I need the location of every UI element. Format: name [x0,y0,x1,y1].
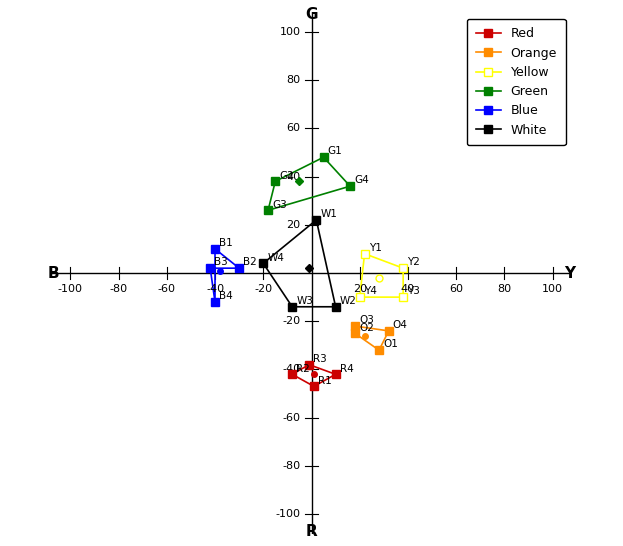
Text: B4: B4 [219,291,233,301]
Text: G: G [305,8,318,22]
Text: R3: R3 [313,354,327,364]
Text: W1: W1 [320,209,338,219]
Text: -40: -40 [282,365,301,375]
Text: -80: -80 [110,284,128,294]
Text: W2: W2 [340,296,356,306]
Text: 100: 100 [280,27,301,37]
Text: B1: B1 [219,238,233,248]
Text: -100: -100 [275,509,301,519]
Text: O4: O4 [393,320,407,330]
Text: Y3: Y3 [407,286,420,296]
Text: W3: W3 [297,296,313,306]
Text: -60: -60 [158,284,176,294]
Text: 40: 40 [287,171,301,181]
Text: 40: 40 [401,284,415,294]
Legend: Red, Orange, Yellow, Green, Blue, White: Red, Orange, Yellow, Green, Blue, White [467,19,566,145]
Text: Y1: Y1 [369,243,382,253]
Text: W4: W4 [267,253,284,263]
Text: Y2: Y2 [407,257,420,268]
Text: O3: O3 [359,315,374,325]
Text: R: R [306,524,317,538]
Text: B: B [47,265,59,281]
Text: -60: -60 [283,413,301,423]
Text: 20: 20 [353,284,367,294]
Text: G1: G1 [328,146,343,157]
Text: G2: G2 [280,170,294,181]
Text: R2: R2 [297,364,310,373]
Text: 60: 60 [449,284,464,294]
Text: R4: R4 [340,364,353,373]
Text: G3: G3 [272,199,287,210]
Text: B3: B3 [214,257,228,268]
Text: 80: 80 [497,284,511,294]
Text: 80: 80 [287,75,301,85]
Text: Y4: Y4 [364,286,377,296]
Text: 60: 60 [287,123,301,133]
Text: B2: B2 [244,257,257,268]
Text: 20: 20 [287,219,301,230]
Text: R1: R1 [318,376,332,385]
Text: O1: O1 [383,340,398,349]
Text: -80: -80 [282,461,301,471]
Text: G4: G4 [354,175,369,186]
Text: 100: 100 [542,284,563,294]
Text: -20: -20 [254,284,272,294]
Text: Y: Y [564,265,575,281]
Text: -20: -20 [282,316,301,327]
Text: -40: -40 [206,284,224,294]
Text: O2: O2 [359,323,374,333]
Text: -100: -100 [58,284,83,294]
